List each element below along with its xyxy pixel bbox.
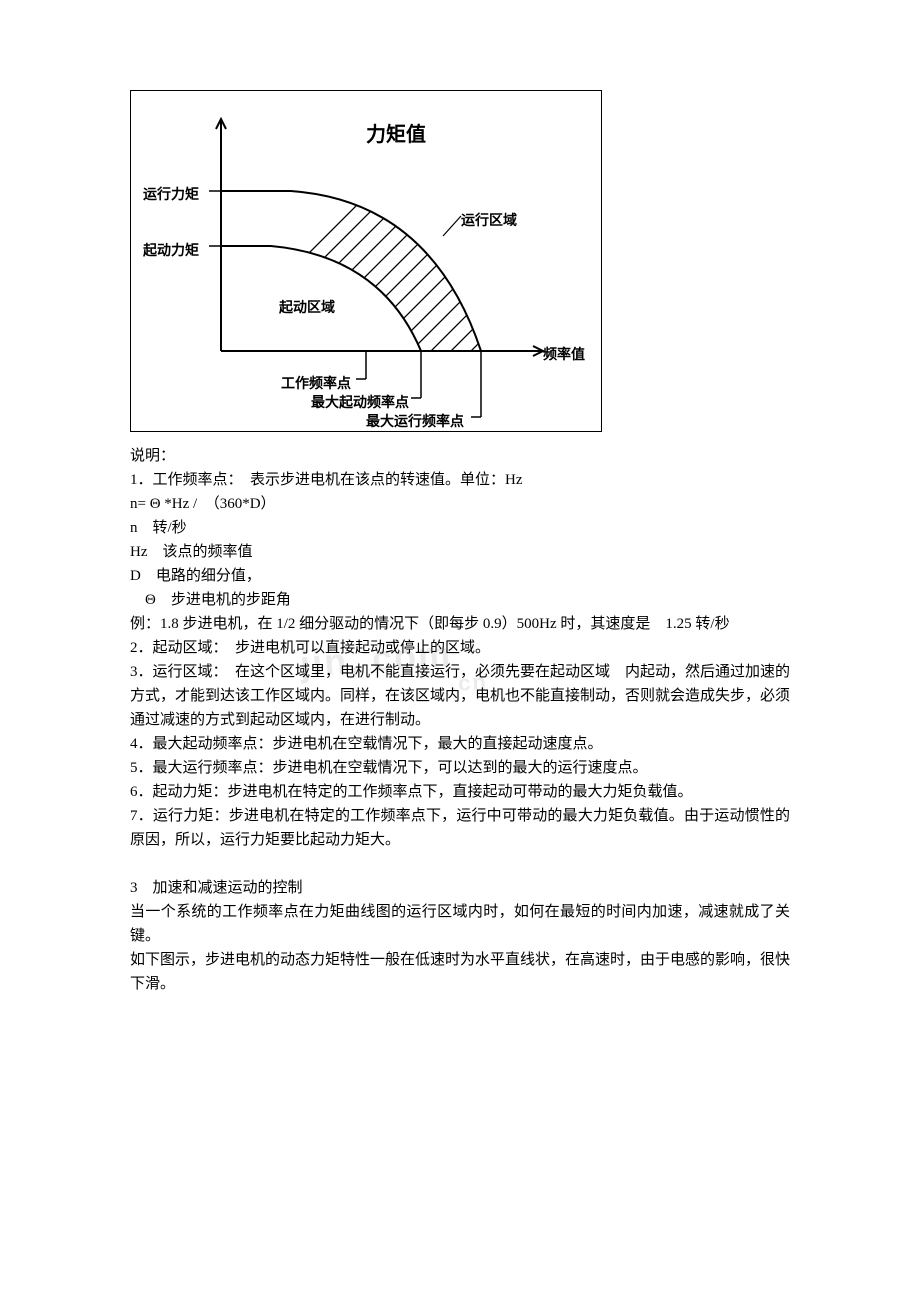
para-15: 当一个系统的工作频率点在力矩曲线图的运行区域内时，如何在最短的时间内加速，减速就… [130, 900, 790, 948]
torque-diagram-container: 力矩值 运行力矩 起动力矩 起动区域 运行区域 频率值 工作频率点 最大起动频率… [130, 90, 600, 432]
para-3: n 转/秒 [130, 516, 790, 540]
para-12: 6．起动力矩：步进电机在特定的工作频率点下，直接起动可带动的最大力矩负载值。 [130, 780, 790, 804]
para-7: 例：1.8 步进电机，在 1/2 细分驱动的情况下（即每步 0.9）500Hz … [130, 612, 790, 636]
para-4: Hz 该点的频率值 [130, 540, 790, 564]
diagram-svg [131, 91, 601, 431]
document-page: jin, com .cn 力矩值 运行力矩 起动力矩 起动区域 运行区域 频率值… [0, 0, 920, 1056]
explanation-text: 说明： 1．工作频率点： 表示步进电机在该点的转速值。单位：Hz n= Θ *H… [130, 444, 790, 996]
para-16: 如下图示，步进电机的动态力矩特性一般在低速时为水平直线状，在高速时，由于电感的影… [130, 948, 790, 996]
para-1: 1．工作频率点： 表示步进电机在该点的转速值。单位：Hz [130, 468, 790, 492]
para-11: 5．最大运行频率点：步进电机在空载情况下，可以达到的最大的运行速度点。 [130, 756, 790, 780]
para-8: 2．起动区域： 步进电机可以直接起动或停止的区域。 [130, 636, 790, 660]
explain-header: 说明： [130, 444, 790, 468]
torque-frequency-diagram: 力矩值 运行力矩 起动力矩 起动区域 运行区域 频率值 工作频率点 最大起动频率… [130, 90, 602, 432]
blank-line [130, 852, 790, 876]
para-13: 7．运行力矩：步进电机在特定的工作频率点下，运行中可带动的最大力矩负载值。由于运… [130, 804, 790, 852]
para-9: 3．运行区域： 在这个区域里，电机不能直接运行，必须先要在起动区域 内起动，然后… [130, 660, 790, 732]
para-2: n= Θ *Hz / （360*D） [130, 492, 790, 516]
para-10: 4．最大起动频率点：步进电机在空载情况下，最大的直接起动速度点。 [130, 732, 790, 756]
para-14: 3 加速和减速运动的控制 [130, 876, 790, 900]
para-6: Θ 步进电机的步距角 [130, 588, 790, 612]
para-5: D 电路的细分值， [130, 564, 790, 588]
